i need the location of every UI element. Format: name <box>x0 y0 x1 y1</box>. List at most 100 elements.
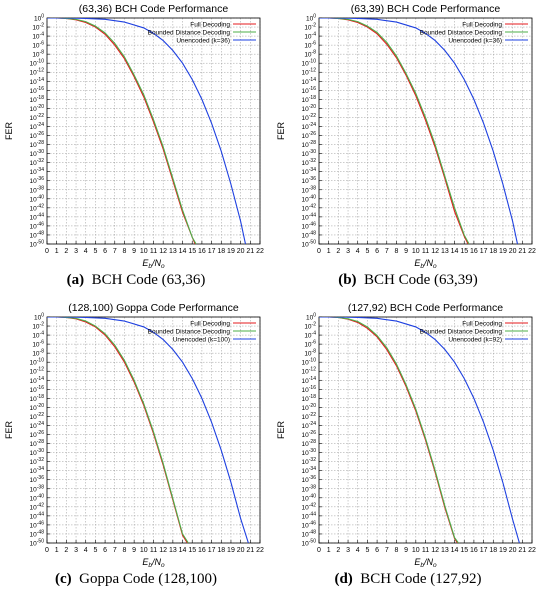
legend-label: Unencoded (k=36) <box>176 38 230 45</box>
y-tick-label: 100 <box>306 14 316 23</box>
y-tick-label: 10-50 <box>30 539 45 548</box>
legend-label: Bounded Distance Decoding <box>420 30 503 37</box>
grid-lines <box>318 316 533 544</box>
y-tick-label: 10-4 <box>304 32 316 41</box>
chart-panel-a: (63,36) BCH Code Performance 0 1 2 3 4 5 6 7 8 9 10… <box>0 0 272 299</box>
x-tick-label: 21 <box>518 547 526 554</box>
y-tick-label: 10-32 <box>302 457 317 466</box>
y-tick-label: 10-22 <box>302 113 317 122</box>
legend-label: Full Decoding <box>190 22 230 29</box>
y-axis-label: FER <box>4 121 14 140</box>
y-tick-label: 10-34 <box>302 167 317 176</box>
y-tick-label: 10-4 <box>304 331 316 340</box>
y-tick-label: 10-16 <box>302 86 317 95</box>
caption-text: BCH Code (127,92) <box>360 571 482 587</box>
caption-b: (b) BCH Code (63,39) <box>272 272 544 289</box>
y-tick-label: 10-34 <box>302 466 317 475</box>
y-tick-label: 10-16 <box>30 86 45 95</box>
series-line-3 <box>319 317 520 543</box>
x-tick-label: 0 <box>317 547 321 554</box>
y-tick-label: 10-24 <box>302 122 317 131</box>
x-tick-label: 17 <box>480 248 488 255</box>
x-tick-label: 15 <box>460 547 468 554</box>
x-tick-label: 8 <box>395 248 399 255</box>
chart-title: (128,100) Goppa Code Performance <box>68 302 239 314</box>
y-tick-label: 10-36 <box>302 176 317 185</box>
y-tick-label: 10-10 <box>30 358 45 367</box>
y-tick-label: 10-10 <box>30 59 45 68</box>
y-tick-label: 10-6 <box>304 41 316 50</box>
y-tick-label: 10-32 <box>30 158 45 167</box>
y-tick-label: 10-8 <box>32 50 44 59</box>
x-tick-label: 16 <box>470 248 478 255</box>
legend-label: Bounded Distance Decoding <box>148 30 231 37</box>
x-tick-label: 7 <box>385 248 389 255</box>
legend-label: Unencoded (k=92) <box>448 337 502 344</box>
y-tick-label: 10-36 <box>30 475 45 484</box>
caption-tag: (d) <box>334 571 353 587</box>
x-tick-label: 19 <box>499 547 507 554</box>
y-tick-label: 10-38 <box>30 185 45 194</box>
x-tick-label: 21 <box>246 248 254 255</box>
series-line-3 <box>319 18 519 244</box>
y-tick-label: 10-46 <box>30 221 45 230</box>
x-tick-label: 22 <box>528 248 536 255</box>
y-axis-label: FER <box>4 420 14 439</box>
y-tick-label: 10-14 <box>302 77 317 86</box>
y-tick-label: 100 <box>34 14 44 23</box>
x-tick-label: 15 <box>188 547 196 554</box>
x-tick-label: 18 <box>217 248 225 255</box>
y-tick-label: 10-30 <box>302 149 317 158</box>
y-tick-label: 10-2 <box>32 23 44 32</box>
y-axis-label: FER <box>276 121 286 140</box>
x-tick-label: 17 <box>208 248 216 255</box>
y-tick-label: 10-28 <box>302 439 317 448</box>
y-tick-label: 10-8 <box>304 349 316 358</box>
y-tick-label: 10-48 <box>30 529 45 538</box>
caption-a: (a) BCH Code (63,36) <box>0 272 272 289</box>
y-tick-label: 10-50 <box>302 539 317 548</box>
y-tick-label: 10-40 <box>302 493 317 502</box>
caption-text: BCH Code (63,36) <box>91 272 206 288</box>
x-tick-label: 22 <box>256 248 264 255</box>
x-tick-label: 5 <box>365 547 369 554</box>
y-tick-label: 10-46 <box>302 221 317 230</box>
y-tick-label: 10-18 <box>302 95 317 104</box>
x-tick-label: 4 <box>84 248 88 255</box>
y-tick-label: 10-2 <box>304 23 316 32</box>
x-axis-label: Eb/No <box>142 557 165 569</box>
y-tick-label: 10-26 <box>302 430 317 439</box>
y-tick-label: 10-22 <box>30 412 45 421</box>
x-tick-label: 22 <box>528 547 536 554</box>
y-tick-label: 10-42 <box>30 203 45 212</box>
x-tick-label: 19 <box>227 547 235 554</box>
y-tick-label: 10-40 <box>30 194 45 203</box>
y-tick-label: 10-12 <box>30 367 45 376</box>
y-tick-label: 10-4 <box>32 331 44 340</box>
y-tick-label: 10-26 <box>30 131 45 140</box>
x-tick-label: 17 <box>480 547 488 554</box>
x-tick-label: 18 <box>489 547 497 554</box>
x-tick-label: 4 <box>356 547 360 554</box>
x-tick-label: 12 <box>159 248 167 255</box>
y-tick-label: 10-24 <box>30 122 45 131</box>
y-tick-label: 10-12 <box>30 68 45 77</box>
y-tick-label: 10-50 <box>302 240 317 249</box>
x-tick-label: 6 <box>103 547 107 554</box>
y-tick-label: 10-12 <box>302 367 317 376</box>
y-tick-label: 10-26 <box>302 131 317 140</box>
y-tick-label: 10-4 <box>32 32 44 41</box>
y-tick-label: 10-30 <box>30 149 45 158</box>
y-tick-label: 10-20 <box>30 104 45 113</box>
y-tick-label: 10-16 <box>30 385 45 394</box>
y-tick-label: 10-6 <box>32 340 44 349</box>
y-tick-label: 10-2 <box>32 322 44 331</box>
x-tick-label: 14 <box>451 547 459 554</box>
grid-lines <box>46 17 261 245</box>
series-line-2 <box>319 18 470 244</box>
x-tick-label: 15 <box>188 248 196 255</box>
y-tick-label: 10-10 <box>302 358 317 367</box>
y-tick-label: 10-38 <box>302 185 317 194</box>
